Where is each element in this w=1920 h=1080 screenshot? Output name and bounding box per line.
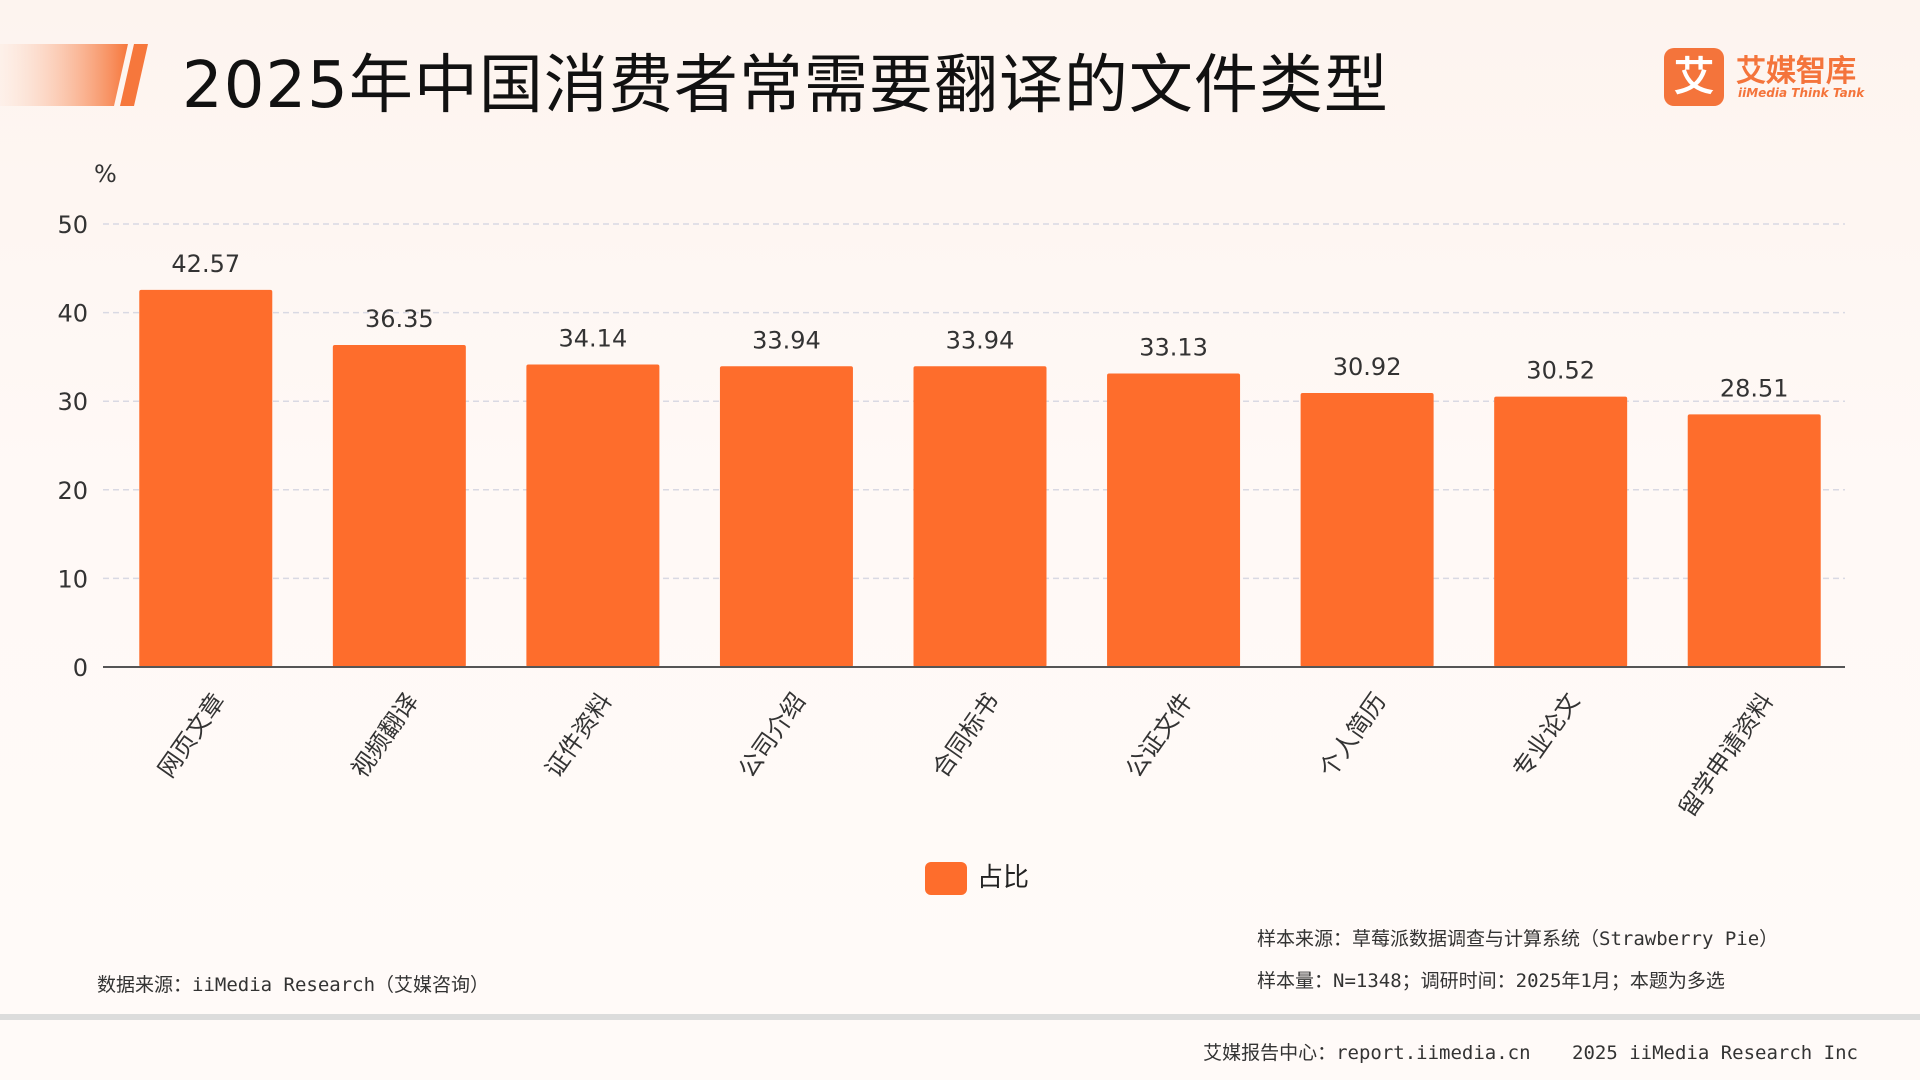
bar (719, 366, 853, 667)
bar (1107, 373, 1241, 667)
footer-report-center: 艾媒报告中心：report.iimedia.cn (1203, 1042, 1531, 1064)
sample-source-note: 样本来源：草莓派数据调查与计算系统（Strawberry Pie） (1257, 928, 1779, 950)
bar (1687, 414, 1821, 667)
bar (1300, 393, 1434, 667)
y-tick-label: 0 (73, 654, 88, 682)
x-tick-label: 个人简历 (1314, 688, 1392, 783)
bar (1494, 396, 1628, 667)
logo-subtitle: iiMedia Think Tank (1738, 86, 1865, 100)
bar (332, 344, 466, 667)
footer-copyright: 2025 iiMedia Research Inc (1572, 1042, 1858, 1064)
bar-value-label: 42.57 (171, 250, 240, 278)
bar-value-label: 36.35 (365, 305, 434, 333)
bar-value-label: 30.52 (1526, 357, 1595, 385)
x-tick-label: 视频翻译 (346, 688, 424, 783)
bar-value-label: 34.14 (559, 325, 628, 353)
bar-value-label: 30.92 (1333, 353, 1402, 381)
title-decoration (0, 44, 148, 106)
y-tick-label: 40 (57, 300, 88, 328)
y-tick-label: 20 (57, 477, 88, 505)
legend-swatch (925, 862, 967, 895)
page-title: 2025年中国消费者常需要翻译的文件类型 (182, 49, 1389, 123)
brand-logo: 艾 艾媒智库 iiMedia Think Tank (1664, 46, 1864, 110)
x-tick-label: 合同标书 (927, 688, 1005, 783)
x-tick-label: 公证文件 (1120, 688, 1198, 783)
logo-name: 艾媒智库 (1736, 54, 1856, 89)
bar-value-label: 33.94 (752, 326, 821, 354)
bar-chart: % 0 10 20 30 40 50 42.57 网页文章 36.35 视频翻译 34.14 证件资料 3… (57, 160, 1845, 822)
y-axis-unit: % (94, 160, 117, 188)
logo-mark-icon: 艾 (1664, 48, 1724, 106)
bar-value-label: 33.94 (946, 326, 1015, 354)
footer-divider (0, 1014, 1920, 1020)
bar (526, 364, 660, 667)
y-tick-label: 30 (57, 388, 88, 416)
sample-size-note: 样本量：N=1348；调研时间：2025年1月；本题为多选 (1257, 970, 1725, 992)
bar (913, 366, 1047, 667)
bar (139, 289, 273, 667)
footer: 艾媒报告中心：report.iimedia.cn 2025 iiMedia Re… (1203, 1038, 1858, 1065)
x-tick-label: 留学申请资料 (1673, 688, 1779, 822)
y-tick-label: 50 (57, 211, 88, 239)
x-tick-label: 证件资料 (540, 688, 618, 783)
x-tick-label: 公司介绍 (733, 688, 811, 783)
y-tick-label: 10 (57, 565, 88, 593)
data-source-note: 数据来源：iiMedia Research（艾媒咨询） (97, 974, 490, 996)
x-tick-label: 专业论文 (1507, 688, 1585, 783)
legend-label: 占比 (977, 863, 1030, 893)
bar-value-label: 33.13 (1139, 333, 1208, 361)
bar-value-label: 28.51 (1720, 374, 1789, 402)
x-tick-label: 网页文章 (152, 688, 230, 783)
